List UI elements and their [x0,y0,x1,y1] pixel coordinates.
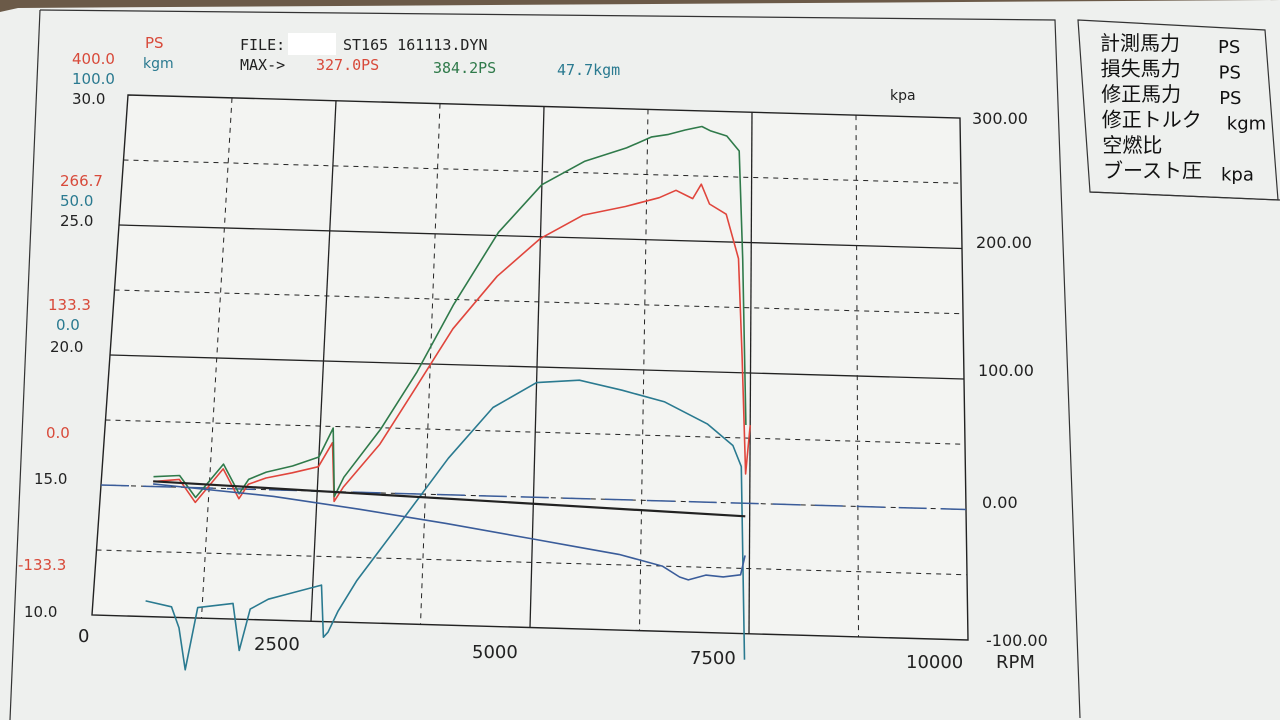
kgm-unit-label: kgm [143,56,174,72]
legend-item-label: 計測馬力 [1100,31,1180,55]
left-tick-afr-25: 25.0 [60,212,93,230]
file-name: ST165 161113.DYN [343,36,488,54]
plot-area [91,94,969,671]
right-tick-neg100: -100.00 [986,631,1048,650]
legend-item-unit: PS [1219,88,1241,109]
right-tick-200: 200.00 [976,233,1032,252]
x-tick-2500: 2500 [254,634,300,655]
left-tick-ps-neg133: -133.3 [18,556,66,574]
left-tick-kgm-50: 50.0 [60,192,93,210]
x-unit-label: RPM [996,652,1035,673]
max-kgm: 47.7kgm [557,61,620,79]
right-tick-100: 100.00 [978,361,1034,380]
legend-item-label: ブースト圧 [1103,159,1202,183]
legend-item-label: 損失馬力 [1101,57,1181,81]
x-axis: 0 2500 5000 7500 10000 RPM [78,626,1035,673]
legend-item-label: 空燃比 [1102,133,1162,157]
left-tick-kgm-100: 100.0 [72,70,115,88]
left-tick-ps-266: 266.7 [60,172,103,190]
kpa-unit-label: kpa [890,88,916,104]
right-tick-0: 0.00 [982,493,1018,512]
ps-unit-label: PS [145,34,164,52]
grid-hline [109,354,965,380]
legend-item-unit: PS [1219,63,1241,84]
legend-item-label: 修正トルク [1102,108,1202,132]
left-tick-afr-15: 15.0 [34,470,67,488]
left-tick-kgm-0: 0.0 [56,316,80,334]
left-tick-afr-20: 20.0 [50,338,83,356]
series-line-2 [145,379,746,671]
left-axis: 400.0 100.0 30.0 266.7 50.0 25.0 133.3 0… [18,50,115,621]
x-tick-7500: 7500 [690,648,736,669]
max-label: MAX-> [240,56,285,74]
right-tick-300: 300.00 [972,109,1028,128]
right-axis: 300.00 200.00 100.00 0.00 -100.00 [972,109,1048,650]
left-tick-afr-30: 30.0 [72,90,105,108]
legend-item-unit: kgm [1227,114,1266,135]
series-line-4 [153,480,746,518]
legend-item-unit: PS [1218,37,1240,58]
grid-hline [114,289,964,315]
left-tick-ps-400: 400.0 [72,50,115,68]
left-tick-ps-133: 133.3 [48,296,91,314]
x-tick-10000: 10000 [906,652,963,673]
x-tick-5000: 5000 [472,642,518,663]
left-tick-ps-0: 0.0 [46,424,70,442]
series-line-3 [153,483,746,581]
x-tick-0: 0 [78,626,89,647]
file-label: FILE: [240,36,285,54]
grid-hline [105,419,966,445]
left-tick-afr-10: 10.0 [24,603,57,621]
max-ps: 327.0PS [316,56,379,74]
legend-item-unit: kpa [1221,165,1254,186]
max-ps2: 384.2PS [433,59,496,77]
legend-item-label: 修正馬力 [1101,82,1181,106]
series-line-0 [153,183,751,504]
redacted-box [288,33,336,55]
grid-hline [118,224,963,250]
